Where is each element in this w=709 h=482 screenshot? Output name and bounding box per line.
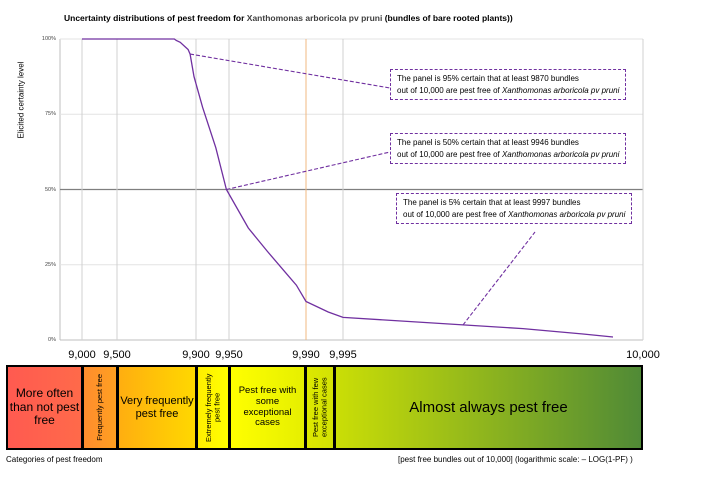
annotation-leader-line xyxy=(462,231,536,326)
category-almost-always: Almost always pest free xyxy=(334,365,643,450)
x-tick-label: 9,995 xyxy=(329,349,357,361)
annotation-50-line1: The panel is 50% certain that at least 9… xyxy=(397,138,579,147)
x-tick-label: 10,000 xyxy=(626,349,660,361)
category-more-often-than-not: More often than not pest free xyxy=(6,365,83,450)
category-some-exceptional-cases: Pest free with some exceptional cases xyxy=(229,365,306,450)
annotation-50: The panel is 50% certain that at least 9… xyxy=(390,133,627,165)
annotation-95-line2: out of 10,000 are pest free of xyxy=(397,85,502,95)
category-few-exceptional-cases: Pest free with few exceptional cases xyxy=(305,365,335,450)
y-tick-label: 75% xyxy=(44,111,56,118)
category-frequently: Frequently pest free xyxy=(82,365,118,450)
annotation-5-species: Xanthomonas arboricola pv pruni xyxy=(507,209,626,219)
certainty-curve xyxy=(82,38,614,338)
annotation-leader-line xyxy=(189,53,391,89)
x-tick-label: 9,000 xyxy=(68,349,96,361)
annotation-95-line1: The panel is 95% certain that at least 9… xyxy=(397,74,579,83)
y-tick-label: 0% xyxy=(48,337,56,343)
x-tick-label: 9,990 xyxy=(292,349,320,361)
category-extremely-frequently: Extremely frequently pest free xyxy=(196,365,230,450)
x-tick-label: 9,950 xyxy=(215,349,243,361)
annotation-95-species: Xanthomonas arboricola pv pruni xyxy=(501,85,620,95)
x-tick-label: 9,900 xyxy=(182,349,210,361)
annotation-5-line2: out of 10,000 are pest free of xyxy=(403,209,508,219)
y-tick-label: 25% xyxy=(44,261,56,268)
annotation-95: The panel is 95% certain that at least 9… xyxy=(390,69,627,101)
annotation-leader-line xyxy=(226,151,391,191)
chart-title: Uncertainty distributions of pest freedo… xyxy=(64,13,513,23)
x-tick-label: 9,500 xyxy=(103,349,131,361)
category-very-frequently: Very frequently pest free xyxy=(117,365,197,450)
categories-caption: Categories of pest freedom xyxy=(6,455,103,464)
y-tick-label: 100% xyxy=(41,36,56,42)
annotation-50-species: Xanthomonas arboricola pv pruni xyxy=(501,149,620,159)
annotation-5: The panel is 5% certain that at least 99… xyxy=(396,193,633,225)
annotation-50-line2: out of 10,000 are pest free of xyxy=(397,149,502,159)
x-axis-label: [pest free bundles out of 10,000] (logar… xyxy=(398,455,633,464)
y-tick-label: 50% xyxy=(44,186,56,193)
annotation-5-line1: The panel is 5% certain that at least 99… xyxy=(403,198,581,207)
